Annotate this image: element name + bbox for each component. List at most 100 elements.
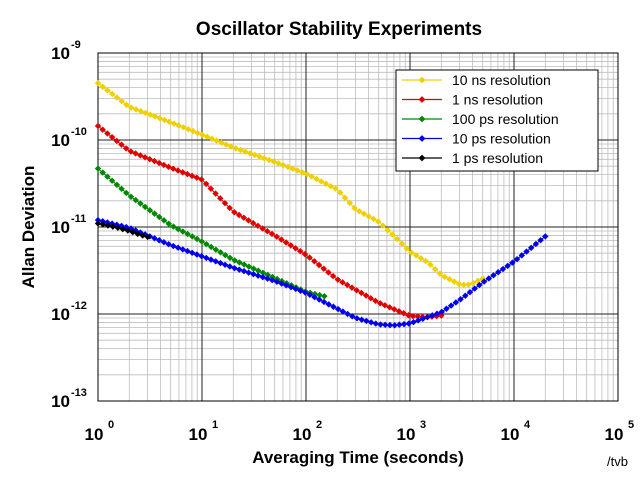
series-marker	[431, 266, 439, 273]
x-tick-exponent: 2	[316, 419, 322, 431]
series-marker	[313, 175, 320, 183]
series-marker	[123, 101, 130, 108]
series-marker	[441, 273, 448, 280]
series-marker	[446, 275, 453, 283]
series-marker	[485, 275, 493, 282]
series-marker	[137, 229, 144, 236]
series-marker	[104, 87, 111, 94]
series-marker	[301, 289, 309, 296]
series-marker	[471, 285, 478, 292]
series-marker	[427, 261, 434, 268]
series-1	[94, 122, 445, 321]
series-marker	[155, 159, 163, 167]
series-marker	[127, 148, 135, 155]
y-tick-exponent: -9	[71, 39, 81, 51]
legend-swatch-marker	[418, 154, 426, 162]
series-marker	[250, 265, 257, 272]
x-tick-label: 10	[501, 425, 520, 444]
series-marker	[450, 278, 458, 285]
series-marker	[264, 275, 271, 282]
series-marker	[189, 233, 196, 240]
series-marker	[250, 270, 257, 278]
series-marker	[175, 122, 182, 129]
series-marker	[179, 169, 186, 176]
series-marker	[292, 285, 299, 293]
series-marker	[123, 189, 130, 197]
series-marker	[231, 209, 238, 216]
series-marker	[316, 291, 323, 299]
legend-item: 1 ns resolution	[402, 92, 543, 108]
series-marker	[356, 207, 363, 215]
series-marker	[165, 240, 172, 248]
series-marker	[198, 238, 205, 245]
series-marker	[255, 267, 262, 274]
series-marker	[311, 294, 318, 301]
series-marker	[339, 308, 347, 315]
series-marker	[165, 220, 172, 227]
series-marker	[160, 217, 168, 224]
series-marker	[405, 320, 412, 327]
series-marker	[221, 199, 229, 207]
y-tick-exponent: -13	[71, 387, 87, 399]
series-marker	[466, 288, 474, 296]
series-marker	[321, 293, 328, 300]
series-marker	[306, 254, 313, 261]
series-marker	[144, 233, 151, 241]
x-tick-exponent: 3	[420, 419, 426, 431]
series-marker	[389, 231, 396, 238]
series-marker	[237, 146, 244, 154]
y-tick-exponent: -12	[71, 300, 87, 312]
series-marker	[306, 291, 314, 299]
series-marker	[170, 165, 177, 172]
series-marker	[391, 322, 398, 329]
series-marker	[198, 176, 205, 183]
series-marker	[264, 271, 271, 279]
series-marker	[400, 320, 408, 328]
series-marker	[367, 319, 375, 326]
series-marker	[362, 292, 370, 299]
series-marker	[99, 221, 107, 228]
series-marker	[137, 107, 144, 115]
legend-swatch-marker	[418, 96, 426, 103]
series-marker	[299, 169, 306, 176]
series-marker	[212, 190, 219, 197]
series-marker	[353, 315, 361, 322]
series-marker	[240, 261, 248, 268]
legend-item: 100 ps resolution	[402, 111, 559, 127]
series-marker	[358, 289, 365, 297]
series-marker	[490, 272, 497, 279]
series-marker	[344, 310, 351, 318]
series-marker	[132, 196, 139, 204]
series-marker	[308, 173, 315, 180]
series-marker	[469, 279, 477, 287]
series-marker	[384, 226, 391, 234]
series-marker	[332, 185, 339, 192]
series-marker	[254, 222, 262, 229]
series-marker	[527, 244, 535, 251]
series-marker	[99, 169, 106, 176]
series-marker	[123, 145, 130, 152]
series-marker	[198, 252, 205, 260]
series-marker	[287, 283, 295, 291]
x-axis-label: Averaging Time (seconds)	[252, 448, 464, 467]
series-marker	[289, 165, 296, 172]
series-marker	[246, 150, 254, 157]
series-marker	[320, 298, 328, 306]
series-marker	[141, 154, 149, 161]
series-marker	[396, 321, 403, 328]
series-marker	[465, 281, 472, 288]
series-marker	[346, 199, 353, 207]
series-marker	[166, 118, 173, 125]
series-marker	[460, 281, 467, 288]
series-marker	[403, 245, 410, 252]
series-marker	[292, 245, 299, 252]
series-marker	[94, 220, 102, 227]
series-marker	[348, 284, 356, 291]
series-marker	[270, 158, 277, 165]
series-marker	[370, 215, 377, 223]
series-marker	[327, 182, 334, 190]
series-marker	[278, 236, 285, 243]
y-tick-label: 10	[51, 305, 70, 324]
legend-item: 10 ps resolution	[402, 131, 551, 147]
series-marker	[303, 170, 311, 178]
